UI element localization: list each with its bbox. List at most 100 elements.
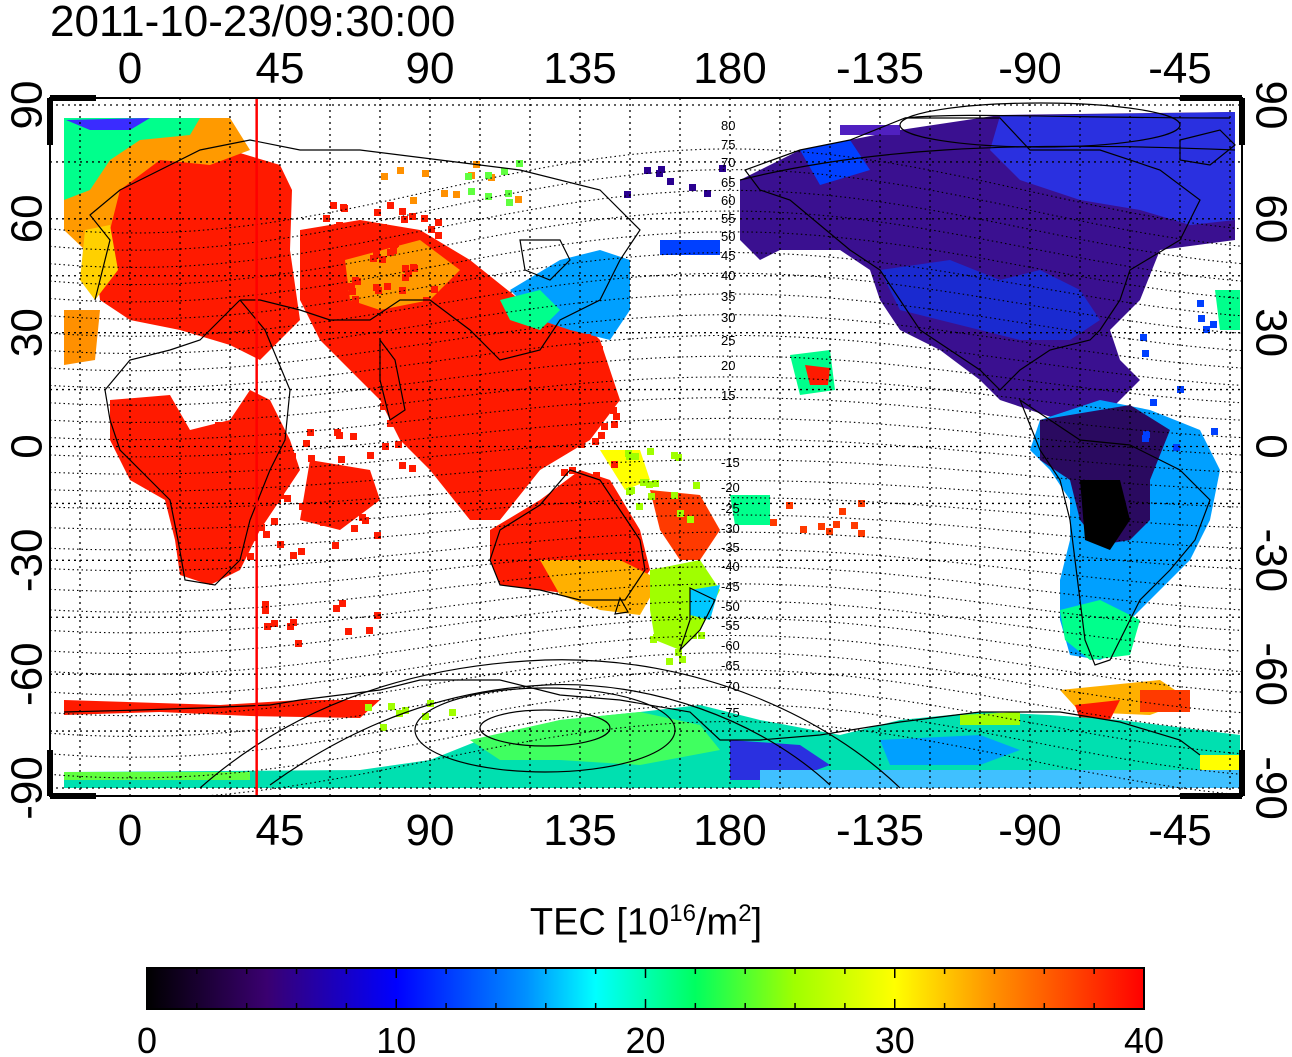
- left-axis-labels: 90 60 30 0 -30 -60 -90: [3, 81, 52, 820]
- tec-cell: [428, 226, 435, 233]
- tec-cell: [384, 283, 391, 290]
- tec-cell: [374, 612, 381, 619]
- mlat-contour: [50, 583, 1242, 634]
- tec-cell: [542, 355, 549, 362]
- tec-cell: [386, 233, 393, 240]
- tec-cell: [422, 170, 429, 177]
- tec-cell: [596, 346, 603, 353]
- lat-tick-label-left: 60: [3, 194, 52, 243]
- tec-cell: [510, 338, 517, 345]
- tec-cell: [516, 160, 523, 167]
- tec-cell: [236, 553, 243, 560]
- tec-cell: [514, 415, 521, 422]
- tec-cell: [858, 530, 865, 537]
- tec-cell: [436, 441, 443, 448]
- lon-tick-label-bottom: 45: [256, 806, 305, 855]
- tec-cell: [496, 376, 503, 383]
- mlat-label: 60: [721, 193, 735, 208]
- tec-cell: [395, 441, 402, 448]
- tec-cell: [222, 531, 229, 538]
- tec-cell: [1143, 431, 1150, 438]
- tec-cell: [575, 422, 582, 429]
- mlat-contour: [50, 231, 1242, 303]
- tec-cell: [262, 601, 269, 608]
- tec-cell: [326, 241, 333, 248]
- tec-cell: [463, 365, 470, 372]
- tec-cell: [410, 389, 417, 396]
- tec-cell: [412, 436, 419, 443]
- tec-cell: [666, 658, 673, 665]
- tec-cell: [338, 517, 345, 524]
- tec-cell: [552, 426, 559, 433]
- mlat-contour: [50, 721, 1242, 796]
- tec-cell: [435, 232, 442, 239]
- lon-tick-label-bottom: -90: [998, 806, 1062, 855]
- tec-cell: [693, 482, 700, 489]
- tec-cell: [449, 709, 456, 716]
- tec-cell: [640, 479, 647, 486]
- mlat-contour: [50, 438, 1242, 475]
- tec-cell: [264, 623, 271, 630]
- tec-cell: [338, 456, 345, 463]
- tec-cell: [447, 403, 454, 410]
- tec-cell: [675, 649, 682, 656]
- mlat-contour: [50, 531, 1242, 572]
- mlat-label: -70: [721, 679, 740, 694]
- mlat-label: -75: [721, 705, 740, 720]
- tec-cell: [658, 166, 665, 173]
- lon-tick-label-bottom: 135: [543, 806, 616, 855]
- tec-cell: [1150, 399, 1157, 406]
- tec-cell: [517, 362, 524, 369]
- tec-cell: [438, 408, 445, 415]
- tec-cell: [352, 296, 359, 303]
- lon-tick-label-top: -45: [1148, 44, 1212, 93]
- tec-patch-north-america: [660, 112, 1235, 420]
- tec-cell: [340, 299, 347, 306]
- tec-cell: [556, 404, 563, 411]
- tec-cell: [270, 451, 277, 458]
- tec-cell: [263, 531, 270, 538]
- lon-tick-label-top: -135: [836, 44, 924, 93]
- tec-cell: [818, 523, 825, 530]
- tec-cell: [786, 502, 793, 509]
- top-axis-labels: 0 45 90 135 180 -135 -90 -45: [118, 44, 1212, 93]
- mlat-contour: [50, 252, 1242, 320]
- tec-cell: [375, 287, 382, 294]
- mlat-contour: [50, 272, 1242, 337]
- mlat-contour: [50, 293, 1242, 355]
- tec-cell: [262, 433, 269, 440]
- tec-cell: [656, 170, 663, 177]
- tec-cell: [719, 165, 726, 172]
- colorbar-tick-label: 0: [137, 1020, 157, 1057]
- tec-cell: [207, 469, 214, 476]
- tec-cell: [833, 521, 840, 528]
- colorbar-tick-labels: 0 10 20 30 40: [137, 1020, 1164, 1057]
- tec-cell: [495, 392, 502, 399]
- mlat-contour: [50, 479, 1242, 510]
- tec-cell: [390, 247, 397, 254]
- tec-cell: [515, 196, 522, 203]
- tec-cell: [593, 382, 600, 389]
- tec-cell: [402, 707, 409, 714]
- tec-cell: [399, 208, 406, 215]
- tec-cell: [330, 202, 337, 209]
- tec-cell: [228, 522, 235, 529]
- tec-cell: [509, 372, 516, 379]
- tec-cell: [351, 525, 358, 532]
- tec-cell: [278, 455, 285, 462]
- right-axis-labels: 90 60 30 0 -30 -60 -90: [1246, 81, 1292, 820]
- tec-cell: [435, 219, 442, 226]
- tec-cell: [193, 530, 200, 537]
- mlat-labels: 80 75 70 65 60 55 50 45 40 35 30 25 20 15 -15 -20 -25 -30…: [721, 118, 740, 720]
- tec-cell: [770, 519, 777, 526]
- tec-cell: [298, 548, 305, 555]
- tec-cell: [331, 299, 338, 306]
- tec-cell: [441, 190, 448, 197]
- tec-cell: [498, 344, 505, 351]
- tec-cell: [532, 454, 539, 461]
- mlat-label: 45: [721, 248, 735, 263]
- mlat-contour: [50, 703, 1242, 779]
- tec-cell: [496, 368, 503, 375]
- mlat-contour: [50, 169, 1242, 251]
- tec-cell: [366, 627, 373, 634]
